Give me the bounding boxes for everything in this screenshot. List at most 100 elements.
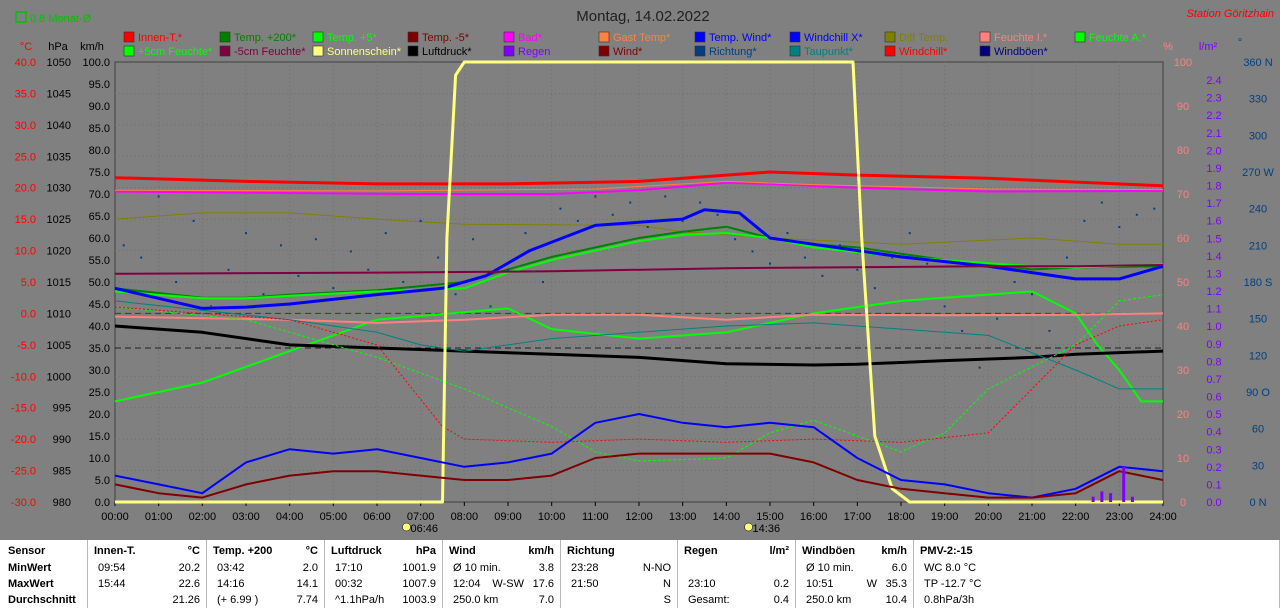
direction-point: [297, 274, 300, 277]
temp-tick-label: -15.0: [11, 403, 36, 415]
direction-point: [716, 213, 719, 216]
time-tick-label: 21:00: [1018, 511, 1046, 523]
time-tick-label: 09:00: [494, 511, 522, 523]
legend-label: Taupunkt*: [804, 46, 854, 58]
max-time: TP -12.7 °C: [924, 578, 982, 590]
stats-column: Luftdruck hPa 17:10 1001.9 00:32 1007.9 ^1.1hP…: [325, 540, 443, 608]
monthly-average-label: 0.8 Monat-Ø: [30, 13, 92, 25]
direction-point: [961, 329, 964, 332]
column-unit: hPa: [415, 545, 436, 557]
direction-tick-label: 210: [1249, 240, 1267, 252]
stats-column: Regen l/m² 23:10 0.2 Gesamt: 0.4: [678, 540, 796, 608]
column-header: Regen: [684, 545, 718, 557]
rain-tick-label: 0.9: [1206, 339, 1221, 351]
series-line-feuchte-a: [114, 290, 1163, 403]
rain-bar: [1091, 496, 1095, 502]
direction-point: [891, 256, 894, 259]
series-line-gast-temp: [114, 180, 1164, 192]
stats-column: Innen-T. °C 09:54 20.2 15:44 22.6 21.26: [88, 540, 207, 608]
time-tick-label: 11:00: [582, 511, 609, 523]
stats-row: Temp. +200 °C: [207, 542, 324, 560]
speed-tick-label: 45.0: [89, 299, 110, 311]
direction-point: [908, 232, 911, 235]
temp-tick-label: 40.0: [15, 57, 36, 69]
speed-unit-label: km/h: [80, 41, 104, 53]
speed-tick-label: 55.0: [89, 255, 110, 267]
avg-label: 250.0 km: [806, 594, 852, 606]
speed-tick-label: 30.0: [89, 365, 110, 377]
rain-tick-label: 0.3: [1206, 444, 1221, 456]
legend-swatch: [503, 31, 515, 43]
legend-label: Regen: [518, 46, 550, 58]
direction-point: [576, 219, 579, 222]
stats-column: Richtung 23:28 N-NO 21:50 N S: [561, 540, 678, 608]
direction-tick-label: 270 W: [1242, 167, 1274, 179]
temp-tick-label: -10.0: [11, 371, 36, 383]
legend-swatch: [407, 45, 419, 57]
speed-tick-label: 50.0: [89, 277, 110, 289]
time-tick-label: 24:00: [1149, 511, 1177, 523]
rain-tick-label: 1.9: [1206, 163, 1221, 175]
row-label: Sensor: [8, 545, 46, 557]
rain-tick-label: 2.2: [1206, 110, 1221, 122]
direction-point: [803, 256, 806, 259]
stats-row: S: [561, 592, 677, 608]
direction-point: [1083, 219, 1086, 222]
direction-point: [926, 262, 929, 265]
stats-row: Windböen km/h: [796, 542, 913, 560]
direction-point: [1153, 207, 1156, 210]
legend-label: Innen-T.*: [138, 32, 183, 44]
min-value: 3.8: [538, 562, 554, 574]
monthly-average-checkbox[interactable]: [15, 11, 27, 23]
stats-row: Durchschnitt: [0, 592, 87, 608]
direction-point: [751, 250, 754, 253]
direction-point: [541, 281, 544, 283]
avg-label: ^1.1hPa/h: [335, 594, 385, 606]
max-value: N: [663, 578, 671, 590]
stats-column: Wind km/h Ø 10 min. 3.8 12:04 17.6 W-SW 250.0 k…: [443, 540, 561, 608]
legend-label: Feuchte A.*: [1089, 32, 1147, 44]
time-tick-label: 05:00: [320, 511, 348, 523]
temp-tick-label: 20.0: [15, 183, 36, 195]
stats-row: 23:28 N-NO: [561, 560, 677, 576]
pressure-tick-label: 1010: [47, 308, 71, 320]
pressure-tick-label: 1020: [47, 246, 71, 258]
rain-tick-label: 0.1: [1206, 479, 1221, 491]
series-line-taupunkt: [114, 300, 1163, 390]
series-line-temp-wind: [114, 208, 1164, 310]
speed-tick-label: 65.0: [89, 211, 110, 223]
time-tick-label: 17:00: [844, 511, 872, 523]
legend-label: -5cm Feuchte*: [234, 46, 306, 58]
stats-row: ^1.1hPa/h 1003.9: [325, 592, 442, 608]
series-line-innen-t: [114, 170, 1164, 188]
legend-swatch: [219, 45, 231, 57]
direction-point: [873, 287, 876, 290]
column-header: Windböen: [802, 545, 856, 557]
speed-tick-label: 95.0: [89, 79, 110, 91]
time-tick-label: 03:00: [232, 511, 260, 523]
percent-tick-label: 70: [1177, 189, 1189, 201]
stats-row: 0.8hPa/3h: [914, 592, 1279, 608]
pressure-tick-label: 1000: [47, 371, 71, 383]
direction-point: [210, 305, 213, 308]
speed-tick-label: 5.0: [95, 475, 110, 487]
rain-tick-label: 1.7: [1206, 198, 1221, 210]
direction-point: [681, 219, 684, 222]
pressure-tick-label: 1030: [47, 183, 71, 195]
rain-tick-label: 2.0: [1206, 145, 1221, 157]
stats-row: 23:10 0.2: [678, 576, 795, 592]
direction-point: [122, 244, 125, 247]
percent-tick-label: 50: [1177, 277, 1189, 289]
stats-row: 15:44 22.6: [88, 576, 206, 592]
min-value: 1001.9: [402, 562, 436, 574]
column-header: Wind: [449, 545, 476, 557]
legend-swatch: [598, 45, 610, 57]
pressure-tick-label: 995: [53, 403, 71, 415]
temp-tick-label: -5.0: [17, 340, 36, 352]
direction-point: [245, 232, 247, 235]
direction-point: [943, 305, 946, 308]
min-value: 20.2: [178, 562, 200, 574]
legend-swatch: [1074, 31, 1086, 43]
sunrise-time: 06:46: [410, 523, 438, 535]
legend-swatch: [884, 31, 896, 43]
